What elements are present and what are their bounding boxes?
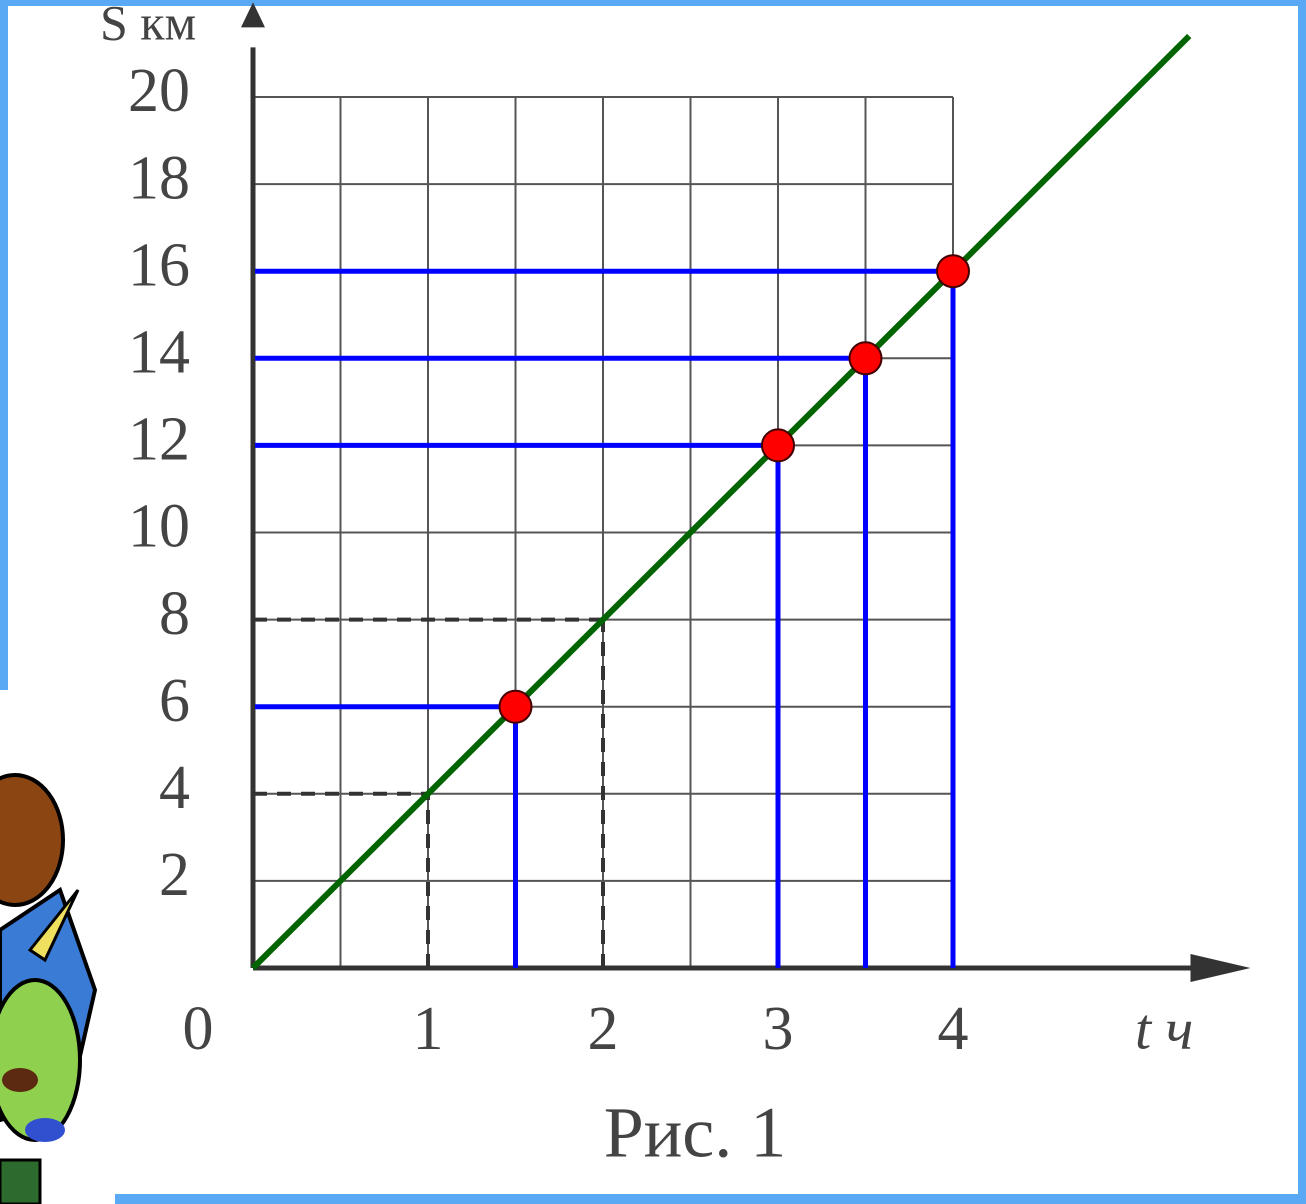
x-tick-label: 4 (938, 995, 969, 1063)
y-tick-label: 4 (159, 754, 190, 822)
x-axis-label: t ч (1135, 996, 1193, 1061)
line (253, 36, 1189, 968)
y-tick-label: 16 (128, 231, 190, 299)
point (500, 691, 532, 723)
y-tick-label: 8 (159, 580, 190, 648)
point (937, 255, 969, 287)
y-tick-label: 2 (159, 841, 190, 909)
point (850, 342, 882, 374)
y-tick-label: 18 (128, 144, 190, 212)
y-axis-label: S км (100, 0, 196, 50)
x-tick-label: 0 (183, 995, 214, 1063)
y-tick-label: 14 (128, 319, 190, 387)
frame (1298, 0, 1306, 1204)
x-axis-arrow (1191, 954, 1251, 982)
caption: Рис. 1 (604, 1093, 787, 1173)
frame (0, 0, 8, 690)
y-tick-label: 12 (128, 406, 190, 474)
x-tick-label: 3 (763, 995, 794, 1063)
y-tick-label: 10 (128, 493, 190, 561)
frame (115, 1194, 1306, 1204)
y-axis-arrow (241, 2, 265, 27)
point (762, 429, 794, 461)
x-tick-label: 1 (413, 995, 444, 1063)
y-tick-label: 6 (159, 667, 190, 735)
chart: S км t ч Рис. 1 246810121416182001234 (0, 0, 1306, 1204)
x-tick-label: 2 (588, 995, 619, 1063)
cartoon (0, 775, 95, 1204)
y-tick-label: 20 (128, 57, 190, 125)
